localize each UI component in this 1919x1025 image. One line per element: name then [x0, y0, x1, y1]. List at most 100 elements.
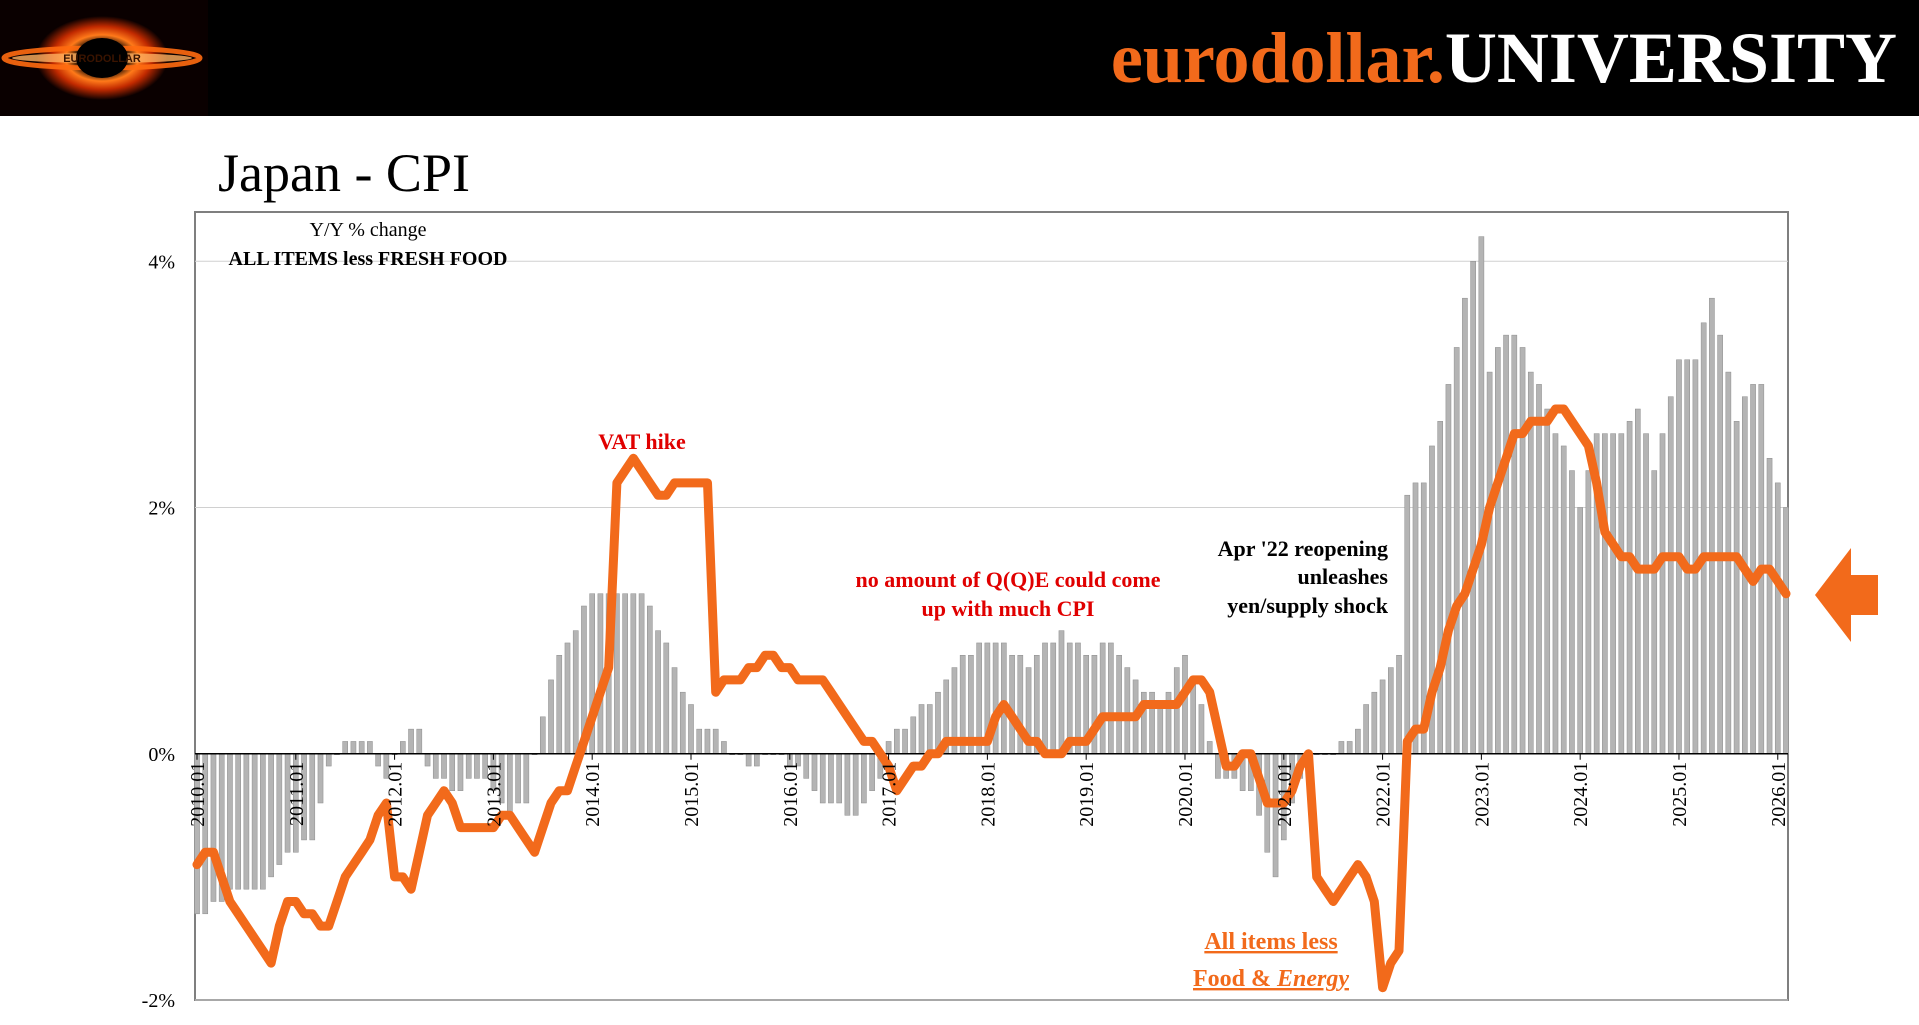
series-label-part-b: Energy — [1276, 966, 1349, 992]
bar — [1651, 470, 1658, 754]
bar — [1503, 334, 1509, 754]
bar — [441, 753, 447, 779]
bar — [1684, 359, 1691, 754]
header-banner: EURODOLLAR eurodollar.UNIVERSITY — [0, 0, 1919, 116]
bar — [696, 728, 703, 754]
x-tick-label: 2025.01 — [1669, 762, 1691, 827]
bar — [474, 753, 480, 779]
bar — [1099, 642, 1106, 754]
annotation-qqe-line-2: up with much CPI — [922, 596, 1095, 621]
bar — [1206, 741, 1213, 754]
annotation-reopening-line-1: Apr '22 reopening — [1218, 536, 1388, 561]
bar — [811, 753, 818, 791]
bar — [1733, 421, 1740, 754]
bar — [1470, 261, 1476, 754]
bar — [1478, 236, 1485, 754]
y-tick-label: -2% — [142, 990, 175, 1012]
bar — [679, 691, 686, 754]
bar — [1495, 347, 1501, 754]
bar — [1536, 384, 1542, 754]
x-tick-label: 2014.01 — [582, 762, 604, 827]
bar — [325, 753, 332, 767]
bar — [1173, 667, 1180, 754]
bar — [910, 716, 917, 754]
chart-subtitle-series: ALL ITEMS less FRESH FOOD — [229, 248, 508, 270]
bar — [1511, 334, 1518, 754]
bar — [1001, 642, 1007, 754]
bar — [1198, 704, 1205, 754]
annotation-vat-hike: VAT hike — [598, 429, 686, 454]
bar — [1569, 470, 1575, 754]
x-tick-label: 2010.01 — [187, 762, 209, 827]
bar — [655, 630, 661, 754]
logo: EURODOLLAR — [0, 0, 208, 116]
y-tick-label: 4% — [148, 251, 175, 273]
bar — [1610, 433, 1616, 754]
bar — [1700, 322, 1707, 754]
bar — [235, 753, 241, 890]
bar — [375, 753, 381, 767]
bar — [1371, 691, 1378, 754]
bar — [1388, 667, 1394, 754]
bar — [663, 642, 670, 754]
bar — [704, 728, 711, 754]
bar — [1346, 741, 1353, 754]
bar — [1124, 667, 1131, 754]
bar — [638, 593, 645, 754]
bar — [828, 753, 834, 804]
x-tick-label: 2013.01 — [483, 762, 505, 827]
x-tick-label: 2022.01 — [1373, 762, 1395, 827]
bar — [457, 753, 464, 791]
bar — [1396, 655, 1402, 754]
bar — [1108, 642, 1114, 754]
bar — [885, 741, 892, 754]
bar — [465, 753, 472, 779]
bar — [1050, 642, 1057, 754]
line-series-core-cpi — [192, 404, 1791, 993]
bar — [1544, 408, 1551, 754]
page-title: Japan - CPI — [218, 143, 470, 203]
x-tick-label: 2020.01 — [1175, 762, 1197, 827]
bar-series — [194, 236, 1789, 915]
logo-text: EURODOLLAR — [63, 53, 141, 65]
bar — [1667, 396, 1674, 754]
bar — [918, 704, 925, 754]
bar — [1379, 679, 1386, 754]
x-tick-label: 2018.01 — [977, 762, 999, 827]
bar — [1453, 347, 1460, 754]
bar — [1750, 384, 1756, 754]
bar — [1412, 482, 1419, 754]
bar — [819, 753, 826, 804]
bar — [902, 728, 908, 754]
bar — [1766, 458, 1773, 754]
bar — [1338, 741, 1345, 754]
bar — [622, 593, 628, 754]
chart-subtitle: Y/Y % change — [310, 219, 427, 241]
bar — [276, 753, 283, 865]
bar — [1462, 297, 1468, 754]
bar — [268, 753, 274, 878]
series-label-line-2: Food & Energy — [1193, 966, 1349, 992]
bar — [432, 753, 439, 779]
bar — [309, 753, 316, 841]
bar — [647, 605, 653, 754]
x-tick-label: 2012.01 — [385, 762, 407, 827]
brand-part-2: UNIVERSITY — [1444, 18, 1897, 98]
bar — [721, 741, 727, 754]
bar — [1709, 297, 1715, 754]
y-tick-label: 0% — [148, 744, 175, 766]
bar — [260, 753, 266, 890]
bar — [1635, 408, 1641, 754]
bar — [745, 753, 752, 767]
bar — [926, 704, 933, 754]
bar — [416, 728, 423, 754]
series-label-part-a: Food & — [1193, 966, 1277, 992]
bar — [712, 728, 719, 754]
bar — [1355, 728, 1361, 754]
bar — [548, 679, 554, 754]
y-tick-label: 2% — [148, 498, 175, 520]
bar — [894, 728, 900, 754]
bar — [1486, 371, 1493, 754]
annotation-reopening-line-3: yen/supply shock — [1227, 593, 1389, 618]
bar — [844, 753, 851, 816]
